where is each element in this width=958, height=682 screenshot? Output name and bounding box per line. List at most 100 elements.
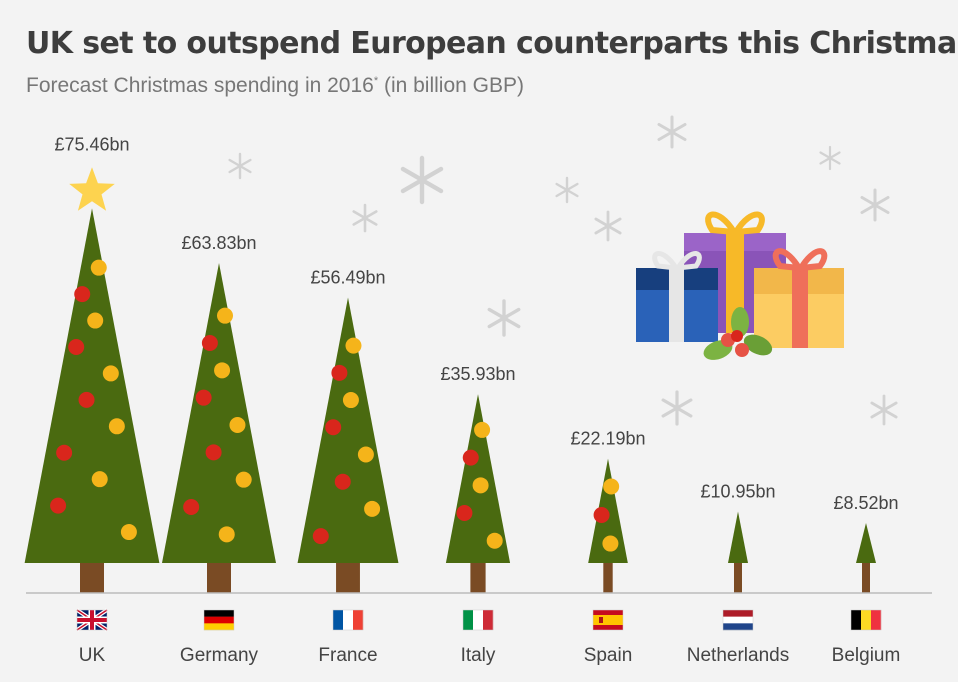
bauble [87,312,104,329]
bauble [602,535,619,552]
star-icon [69,167,115,211]
tree-bar-germany [161,262,277,593]
bauble [78,391,95,408]
bauble [90,259,107,276]
snowflake-icon [555,176,579,204]
tree-trunk [207,563,231,593]
bauble [120,524,137,541]
subtitle-asterisk: * [373,75,379,87]
tree-bar-uk [24,167,160,593]
netherlands-flag-icon [722,609,754,631]
tree-body [728,511,748,563]
value-label: £63.83bn [181,233,256,253]
snowflake-icon [594,210,622,242]
bauble [357,446,374,463]
bauble [74,286,91,303]
bauble [50,497,67,514]
snowflakes [228,115,898,426]
tree-trunk [336,563,360,593]
bauble [342,392,359,409]
value-label: £56.49bn [310,267,385,287]
bauble [364,500,381,517]
tree-body [297,297,399,563]
value-label: £10.95bn [700,482,775,502]
bauble [325,419,342,436]
tree-trunk [862,563,870,593]
subtitle-unit: (in billion GBP) [378,74,525,97]
bauble [312,528,329,545]
tree-trunk [603,563,613,593]
snowflake-icon [400,155,444,205]
snowflake-icon [870,394,898,426]
bauble [214,362,231,379]
tree-bar-italy [445,394,511,593]
bauble [56,444,73,461]
tree-bar-spain [588,458,628,593]
bauble [456,505,473,522]
value-label: £75.46bn [54,134,129,154]
category-label: Italy [461,645,496,666]
bauble [108,418,125,435]
snowflake-icon [487,299,521,337]
category-label: Germany [180,645,259,666]
tree-body [24,208,160,563]
subtitle-text: Forecast Christmas spending in 2016 [26,74,374,97]
category-label: Belgium [832,645,901,666]
bauble [183,498,200,515]
trees-layer [24,167,876,593]
tree-body [161,262,277,563]
flags-layer [75,608,882,632]
category-label: UK [79,645,106,666]
chart-subtitle: Forecast Christmas spending in 2016* (in… [26,74,524,98]
tree-trunk [470,563,486,593]
snowflake-icon [661,390,693,426]
category-label: France [318,645,377,666]
tree-bar-belgium [856,522,876,593]
bauble [195,389,212,406]
tree-body [856,522,876,563]
bauble [486,532,503,549]
france-flag-icon [332,609,364,631]
bauble [331,364,348,381]
labels-layer: £75.46bn UK £63.83bn Germany £56.49bn France £… [54,134,900,666]
bauble [229,416,246,433]
snowflake-icon [657,115,687,149]
belgium-flag-icon [850,609,882,631]
value-label: £35.93bn [440,364,515,384]
uk-flag-icon [75,608,109,632]
snowflake-icon [352,203,378,233]
bauble [462,449,479,466]
germany-flag-icon [203,609,235,631]
bauble [217,307,234,324]
bauble [235,471,252,488]
bauble [472,477,489,494]
bauble [218,526,235,543]
spain-flag-icon [592,609,624,631]
bauble [102,365,119,382]
snowflake-icon [860,188,890,222]
bauble [474,421,491,438]
bauble [201,334,218,351]
tree-trunk [734,563,742,593]
bauble [91,471,108,488]
bauble [603,478,620,495]
holly-icon [703,307,773,360]
value-label: £22.19bn [570,429,645,449]
snowflake-icon [819,145,841,171]
bauble [593,507,610,524]
bauble [334,473,351,490]
bauble [68,338,85,355]
snowflake-icon [228,152,252,180]
bauble [345,337,362,354]
category-label: Spain [584,645,633,666]
chart-title: UK set to outspend European counterparts… [26,26,958,61]
bauble [205,444,222,461]
value-label: £8.52bn [833,493,898,513]
tree-bar-france [297,297,399,593]
tree-bar-netherlands [728,511,748,593]
gift-boxes-icon [636,211,844,348]
tree-trunk [80,563,104,593]
italy-flag-icon [462,609,494,631]
category-label: Netherlands [687,645,789,666]
